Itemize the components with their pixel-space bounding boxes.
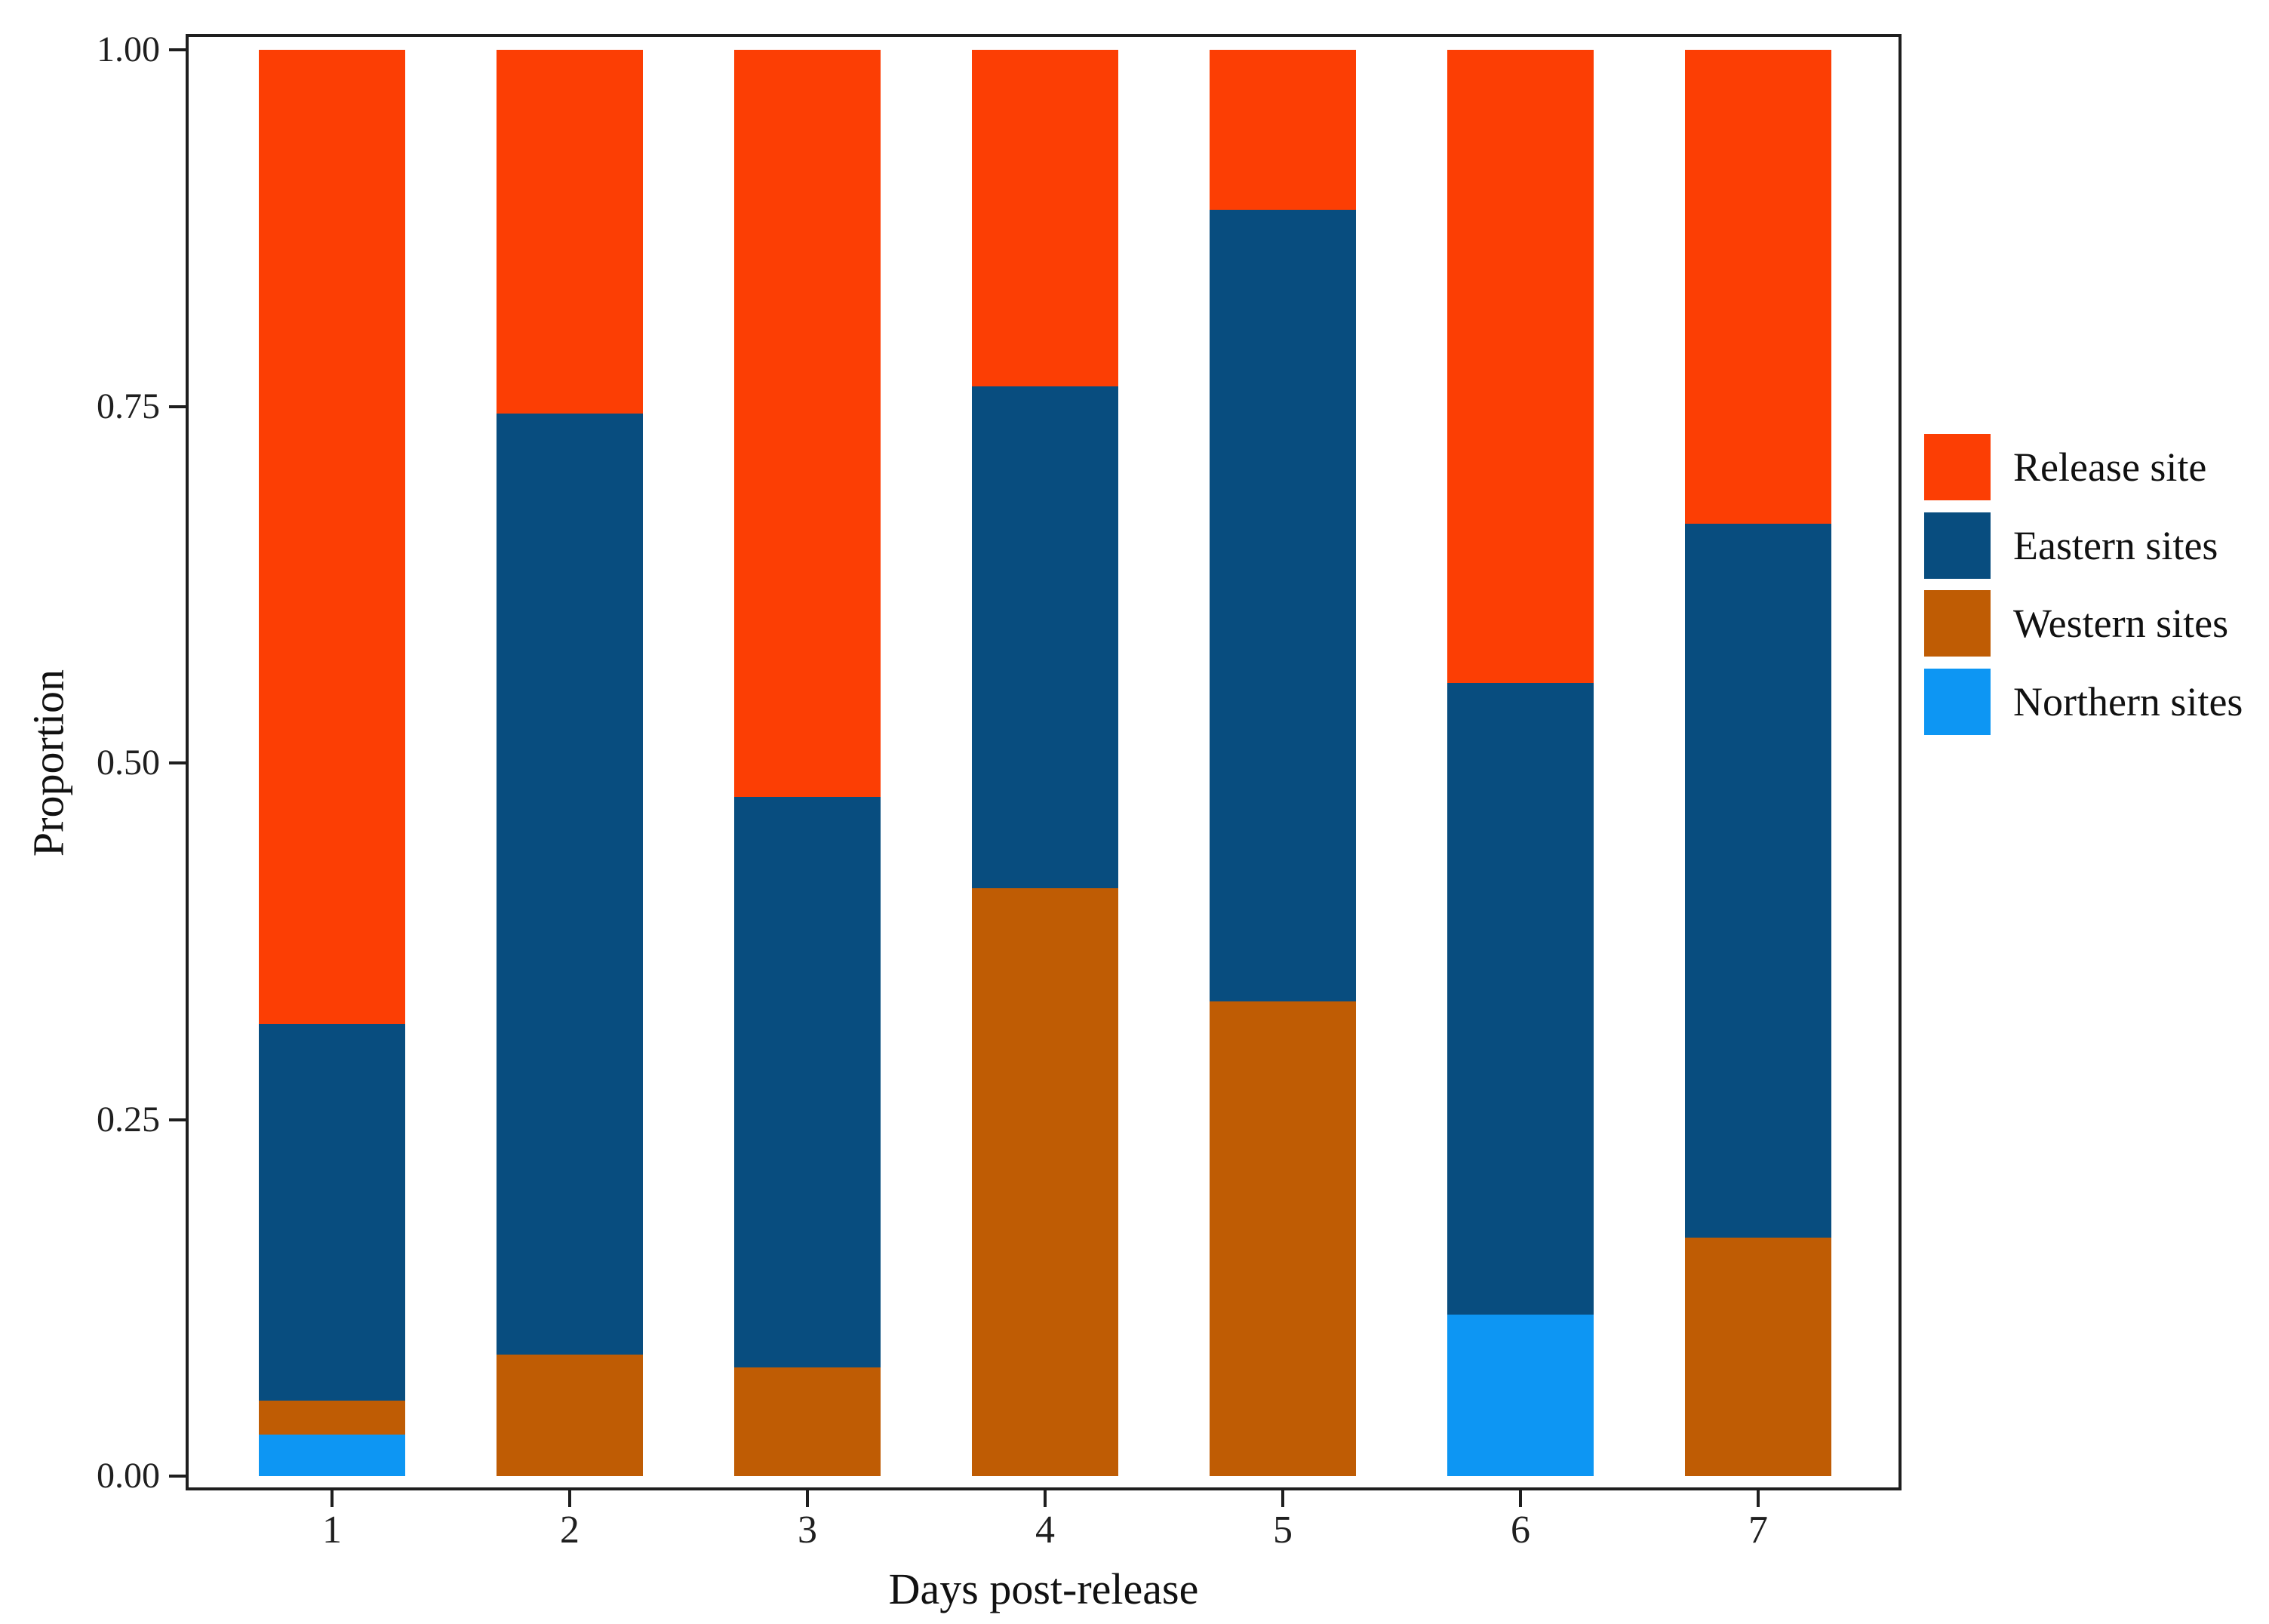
legend-swatch-western-sites [1924, 590, 1991, 657]
bar-segment-western-sites-day4 [972, 888, 1118, 1476]
bar-segment-western-sites-day3 [734, 1367, 881, 1476]
y-tick-mark [169, 1118, 186, 1121]
legend-label-eastern-sites: Eastern sites [2013, 522, 2218, 568]
y-axis-title: Proportion [23, 669, 73, 857]
x-tick-label: 5 [1273, 1509, 1293, 1552]
y-tick-label: 0.75 [97, 386, 160, 426]
bar-segment-eastern-sites-day6 [1447, 683, 1594, 1315]
y-tick-label: 0.50 [97, 743, 160, 783]
legend-swatch-eastern-sites [1924, 512, 1991, 579]
x-tick-label: 2 [560, 1509, 580, 1552]
bar-segment-release-site-day4 [972, 50, 1118, 386]
x-tick-mark [1281, 1490, 1284, 1507]
x-tick-mark [1757, 1490, 1760, 1507]
x-tick-label: 1 [322, 1509, 342, 1552]
x-tick-label: 3 [798, 1509, 817, 1552]
bar-segment-western-sites-day1 [259, 1400, 405, 1435]
bar-segment-release-site-day7 [1685, 50, 1831, 524]
x-tick-mark [331, 1490, 334, 1507]
y-tick-mark [169, 1475, 186, 1478]
legend-swatch-release-site [1924, 434, 1991, 500]
x-tick-mark [806, 1490, 809, 1507]
x-axis-title: Days post-release [888, 1564, 1199, 1613]
x-tick-mark [568, 1490, 571, 1507]
x-tick-label: 7 [1748, 1509, 1768, 1552]
bar-segment-eastern-sites-day7 [1685, 523, 1831, 1238]
bar-segment-western-sites-day2 [497, 1355, 643, 1476]
x-tick-label: 6 [1511, 1509, 1530, 1552]
bar-segment-northern-sites-day1 [259, 1435, 405, 1476]
bar-segment-eastern-sites-day2 [497, 414, 643, 1355]
y-tick-mark [169, 761, 186, 764]
y-tick-mark [169, 404, 186, 408]
bar-segment-release-site-day5 [1210, 50, 1356, 210]
x-tick-mark [1519, 1490, 1522, 1507]
bar-segment-northern-sites-day6 [1447, 1315, 1594, 1476]
y-tick-label: 0.25 [97, 1099, 160, 1140]
legend-label-release-site: Release site [2013, 444, 2207, 490]
x-tick-label: 4 [1035, 1509, 1055, 1552]
bar-segment-western-sites-day7 [1685, 1238, 1831, 1476]
bar-segment-release-site-day1 [259, 50, 405, 1024]
bar-segment-eastern-sites-day3 [734, 797, 881, 1368]
bar-segment-western-sites-day5 [1210, 1001, 1356, 1476]
bar-segment-eastern-sites-day1 [259, 1023, 405, 1401]
bar-segment-eastern-sites-day5 [1210, 209, 1356, 1001]
bar-segment-eastern-sites-day4 [972, 386, 1118, 889]
y-tick-label: 0.00 [97, 1456, 160, 1496]
legend-label-northern-sites: Northern sites [2013, 678, 2243, 724]
y-tick-label: 1.00 [97, 29, 160, 69]
y-tick-mark [169, 48, 186, 51]
x-tick-mark [1044, 1490, 1047, 1507]
legend-swatch-northern-sites [1924, 668, 1991, 735]
bar-segment-release-site-day3 [734, 50, 881, 798]
bar-segment-release-site-day6 [1447, 50, 1594, 684]
legend-label-western-sites: Western sites [2013, 601, 2229, 646]
bar-segment-release-site-day2 [497, 50, 643, 414]
